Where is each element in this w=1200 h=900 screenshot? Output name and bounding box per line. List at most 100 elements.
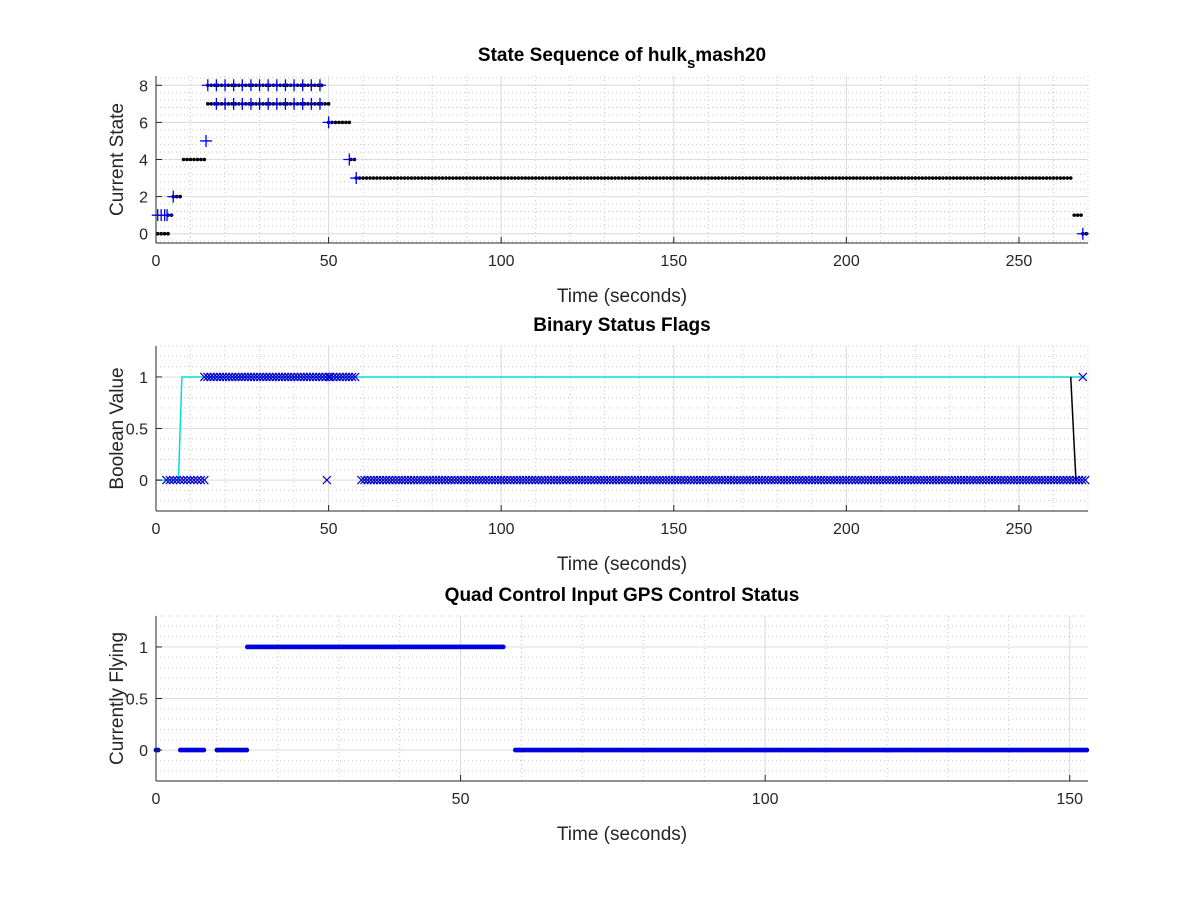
data-point [613, 176, 617, 180]
data-point [479, 176, 483, 180]
data-point [772, 176, 776, 180]
data-point [665, 176, 669, 180]
data-point [565, 176, 569, 180]
data-point [593, 176, 597, 180]
data-point [544, 176, 548, 180]
data-point [379, 176, 383, 180]
data-point [658, 176, 662, 180]
data-point [986, 176, 990, 180]
data-point [392, 176, 396, 180]
data-point [203, 158, 207, 162]
x-tick-label: 150 [660, 521, 687, 538]
data-point [344, 121, 348, 125]
data-point [365, 176, 369, 180]
y-tick-label: 8 [139, 78, 148, 95]
data-point [734, 176, 738, 180]
data-point [455, 176, 459, 180]
data-point [1041, 176, 1045, 180]
data-point [551, 176, 555, 180]
data-point [810, 176, 814, 180]
data-point [603, 176, 607, 180]
data-point [189, 158, 193, 162]
data-point [934, 176, 938, 180]
data-point [769, 176, 773, 180]
x-tick-label: 50 [452, 791, 470, 808]
data-point [420, 176, 424, 180]
data-point [201, 748, 206, 753]
data-point [644, 176, 648, 180]
data-point [972, 176, 976, 180]
data-point [789, 176, 793, 180]
data-point [793, 176, 797, 180]
data-point [244, 748, 249, 753]
data-point [979, 176, 983, 180]
data-point [434, 176, 438, 180]
data-point [851, 176, 855, 180]
data-point [738, 176, 742, 180]
data-point [672, 176, 676, 180]
data-point [990, 176, 994, 180]
data-point [524, 176, 528, 180]
x-axis-label: Time (seconds) [557, 824, 687, 845]
y-tick-label: 0 [139, 227, 148, 244]
data-point [1021, 176, 1025, 180]
data-point [1079, 213, 1083, 217]
data-point [696, 176, 700, 180]
data-point [427, 176, 431, 180]
data-point [582, 176, 586, 180]
data-point [751, 176, 755, 180]
chart-title-main: Binary Status Flags [533, 315, 710, 336]
data-point [883, 176, 887, 180]
data-point [862, 176, 866, 180]
data-point [468, 176, 472, 180]
data-point [634, 176, 638, 180]
data-point [575, 176, 579, 180]
data-point [437, 176, 441, 180]
data-point [606, 176, 610, 180]
data-point [1024, 176, 1028, 180]
x-tick-label: 50 [320, 521, 338, 538]
data-point [579, 176, 583, 180]
data-point [413, 176, 417, 180]
data-point [1055, 176, 1059, 180]
data-point [620, 176, 624, 180]
data-point [958, 176, 962, 180]
data-point [385, 176, 389, 180]
chart-title-subscript: s [687, 55, 695, 72]
data-point [686, 176, 690, 180]
data-point [648, 176, 652, 180]
data-point [824, 176, 828, 180]
data-point [910, 176, 914, 180]
x-tick-label: 100 [752, 791, 779, 808]
data-point [410, 176, 414, 180]
data-point [589, 176, 593, 180]
data-point [855, 176, 859, 180]
data-point [527, 176, 531, 180]
data-point [403, 176, 407, 180]
data-point [945, 176, 949, 180]
data-point [962, 176, 966, 180]
data-point [731, 176, 735, 180]
data-point [948, 176, 952, 180]
data-point [599, 176, 603, 180]
chart-title-main: Quad Control Input GPS Control Status [445, 585, 800, 606]
data-point [983, 176, 987, 180]
data-point [869, 176, 873, 180]
data-point [896, 176, 900, 180]
data-point [1052, 176, 1056, 180]
data-point [727, 176, 731, 180]
x-tick-label: 250 [1006, 521, 1033, 538]
data-point [669, 176, 673, 180]
x-tick-label: 0 [152, 791, 161, 808]
data-point [513, 176, 517, 180]
data-point [472, 176, 476, 180]
data-point [562, 176, 566, 180]
data-point [555, 176, 559, 180]
data-point [163, 232, 167, 236]
chart-title: State Sequence of hulksmash20 [478, 45, 766, 72]
data-point [399, 176, 403, 180]
y-tick-label: 0 [139, 473, 148, 490]
data-point [876, 176, 880, 180]
data-point [713, 176, 717, 180]
y-tick-label: 0.5 [126, 692, 148, 709]
